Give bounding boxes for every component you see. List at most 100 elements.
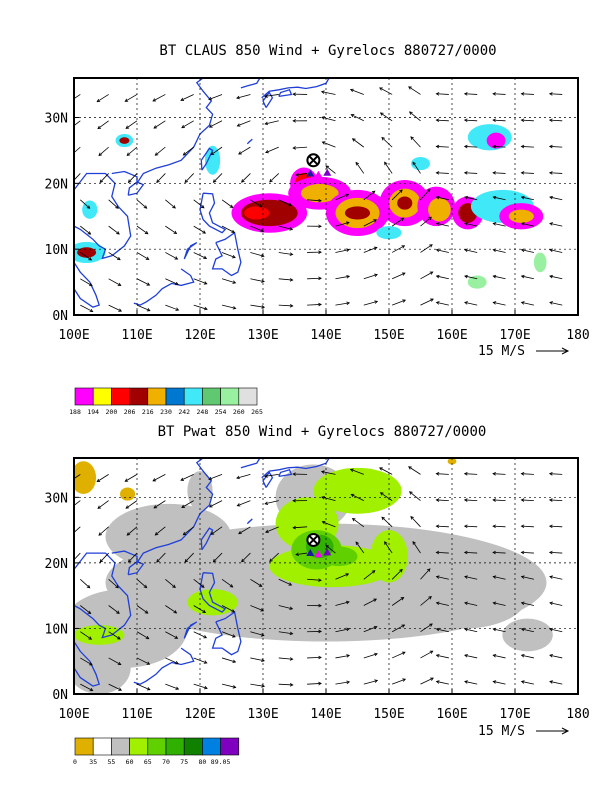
wind-vector — [238, 526, 251, 535]
wind-vector-head — [204, 685, 208, 690]
wind-vector — [464, 499, 478, 502]
wind-vector-head — [351, 138, 356, 142]
wind-vector-head — [463, 171, 468, 175]
wind-vector — [236, 474, 251, 479]
coastline — [183, 242, 198, 260]
wind-vector-head — [175, 281, 179, 286]
wind-vector — [98, 526, 109, 536]
wind-vector — [549, 525, 563, 528]
wind-vector — [221, 199, 233, 208]
wind-vector — [193, 252, 207, 259]
wind-vector — [278, 631, 293, 635]
wind-vector — [363, 301, 378, 306]
wind-vector — [549, 249, 563, 253]
wind-vector — [549, 654, 563, 659]
wind-vector-head — [260, 253, 265, 258]
wind-vector-head — [116, 610, 120, 614]
wind-vector — [420, 298, 434, 306]
wind-vector-head — [229, 584, 234, 588]
wind-vector — [384, 541, 393, 554]
colorbar-label: 65 — [144, 758, 152, 766]
wind-vector-head — [295, 552, 299, 557]
coastline — [133, 647, 195, 685]
y-tick-label: 10N — [45, 243, 68, 258]
wind-vector — [80, 657, 93, 666]
wind-vector — [221, 631, 236, 638]
wind-vector-head — [289, 303, 294, 308]
wind-vector — [108, 657, 121, 665]
wind-vector-head — [520, 248, 525, 252]
wind-vector — [108, 578, 119, 589]
coastline — [74, 552, 132, 639]
wind-vector — [410, 516, 421, 528]
wind-vector — [193, 578, 205, 588]
wind-vector-head — [520, 144, 525, 149]
wind-vector-head — [435, 653, 440, 658]
wind-vector — [363, 190, 376, 201]
wind-vector-head — [428, 216, 432, 221]
wind-vector — [549, 301, 563, 306]
wind-vector — [493, 172, 506, 174]
wind-vector — [241, 173, 251, 183]
wind-vector — [521, 681, 534, 685]
wind-vector-head — [152, 98, 157, 102]
wind-vector-head — [408, 111, 413, 115]
wind-vector — [265, 500, 279, 505]
wind-vector — [265, 120, 279, 125]
wind-vector-head — [549, 274, 553, 279]
wind-vector — [420, 568, 431, 580]
wind-vector — [436, 275, 449, 280]
wind-vector — [126, 526, 138, 536]
x-tick-label: 100E — [58, 328, 89, 343]
wind-vector-head — [208, 476, 212, 481]
wind-vector — [193, 605, 206, 613]
wind-vector — [436, 222, 449, 227]
wind-vector — [136, 278, 150, 286]
wind-vector — [408, 86, 421, 95]
wind-vector — [335, 275, 350, 280]
colorbar-swatch — [111, 387, 130, 406]
wind-vector — [128, 552, 138, 563]
wind-vector-head — [464, 627, 468, 632]
wind-vector-head — [492, 92, 496, 96]
wind-vector — [156, 173, 166, 183]
wind-vector — [363, 570, 376, 580]
wind-vector-head — [99, 179, 104, 184]
wind-vector — [351, 114, 364, 122]
wind-vector-head — [117, 256, 121, 261]
wind-vector-head — [236, 503, 241, 507]
wind-vector-head — [520, 627, 525, 632]
wind-vector — [136, 657, 150, 665]
wind-vector-head — [232, 306, 237, 310]
wind-vector-head — [463, 550, 468, 555]
wind-vector — [412, 161, 421, 174]
storm-center-cross — [308, 155, 319, 165]
wind-vector-head — [86, 205, 91, 209]
wind-vector — [278, 304, 293, 307]
wind-vector-head — [152, 478, 157, 482]
wind-vector — [521, 119, 534, 122]
colorbar-label: 75 — [180, 758, 188, 766]
wind-vector — [165, 225, 177, 234]
wind-vector-head — [402, 299, 407, 303]
panel-1-vector-key-arrowhead — [561, 347, 570, 355]
colorbar-label: 188 — [69, 408, 81, 416]
wind-vector-head — [435, 274, 440, 279]
x-tick-label: 160E — [436, 328, 467, 343]
wind-vector-head — [145, 635, 150, 640]
wind-vector — [278, 605, 293, 610]
wind-vector-head — [292, 472, 296, 476]
wind-vector — [293, 146, 308, 149]
wind-vector-head — [520, 575, 525, 579]
wind-vector-head — [492, 118, 496, 123]
wind-vector — [391, 217, 404, 227]
wind-vector — [392, 678, 406, 685]
wind-vector — [108, 605, 120, 614]
wind-vector-head — [181, 504, 185, 508]
x-tick-label: 100E — [58, 707, 89, 722]
panel-1-cloud-field — [74, 124, 547, 289]
wind-vector — [436, 196, 449, 201]
x-tick-label: 180 — [566, 707, 589, 722]
wind-vector-head — [231, 609, 236, 613]
wind-vector — [193, 631, 207, 639]
